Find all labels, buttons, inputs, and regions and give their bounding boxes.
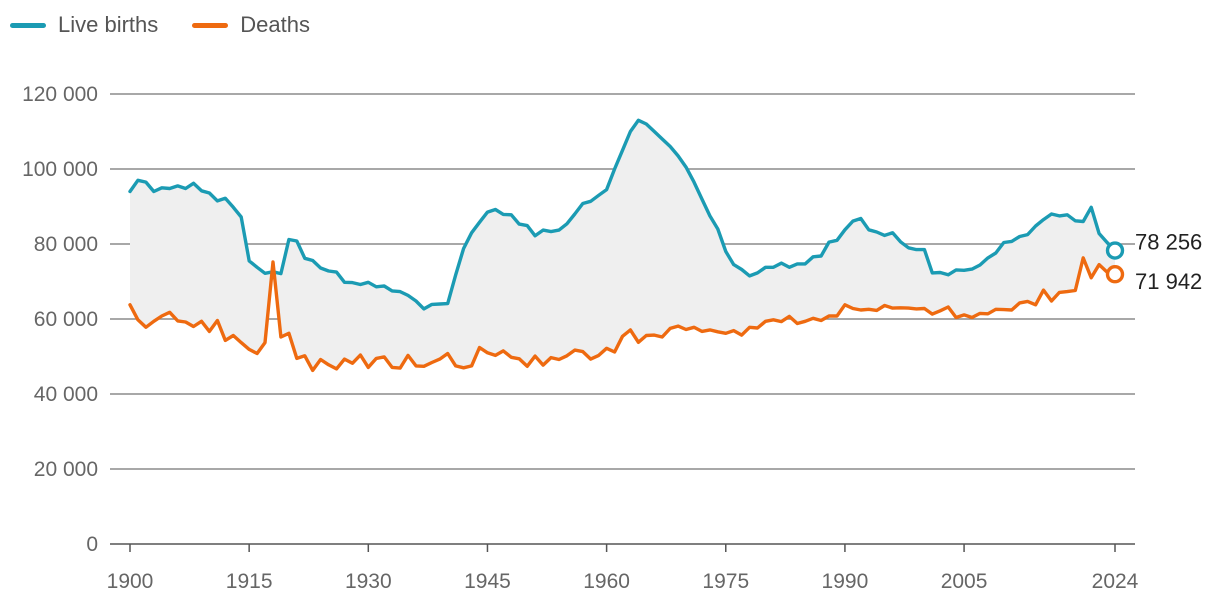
y-tick-label: 0 <box>86 533 98 556</box>
legend-item-deaths: Deaths <box>192 12 310 38</box>
end-marker-deaths <box>1105 265 1125 284</box>
x-tick-label: 1975 <box>702 570 749 593</box>
series-line-deaths <box>128 256 1117 373</box>
legend-label-live-births: Live births <box>58 12 159 37</box>
legend-item-live-births: Live births <box>10 12 158 38</box>
end-label-deaths: 71 942 <box>1135 269 1202 294</box>
x-tick-label: 1945 <box>464 570 511 593</box>
x-tick-label: 2024 <box>1092 570 1139 593</box>
legend-label-deaths: Deaths <box>240 12 310 37</box>
legend-swatch-deaths <box>192 22 229 28</box>
x-tick-label: 1930 <box>345 570 392 593</box>
x-tick-label: 1960 <box>583 570 630 593</box>
y-tick-label: 120 000 <box>22 83 98 106</box>
legend-swatch-live-births <box>10 22 46 28</box>
y-tick-label: 60 000 <box>34 308 98 331</box>
legend: Live births Deaths <box>10 12 310 38</box>
x-tick-label: 1915 <box>226 570 273 593</box>
end-marker-live-births <box>1105 241 1125 260</box>
x-tick-label: 1990 <box>822 570 869 593</box>
x-tick-label: 1900 <box>107 570 154 593</box>
x-tick-label: 2005 <box>941 570 988 593</box>
series-line-live-births <box>128 118 1117 311</box>
y-tick-label: 80 000 <box>34 233 98 256</box>
end-label-live-births: 78 256 <box>1135 230 1202 255</box>
y-tick-label: 40 000 <box>34 383 98 406</box>
y-tick-label: 20 000 <box>34 458 98 481</box>
gap-area <box>130 120 1115 371</box>
y-tick-label: 100 000 <box>22 158 98 181</box>
